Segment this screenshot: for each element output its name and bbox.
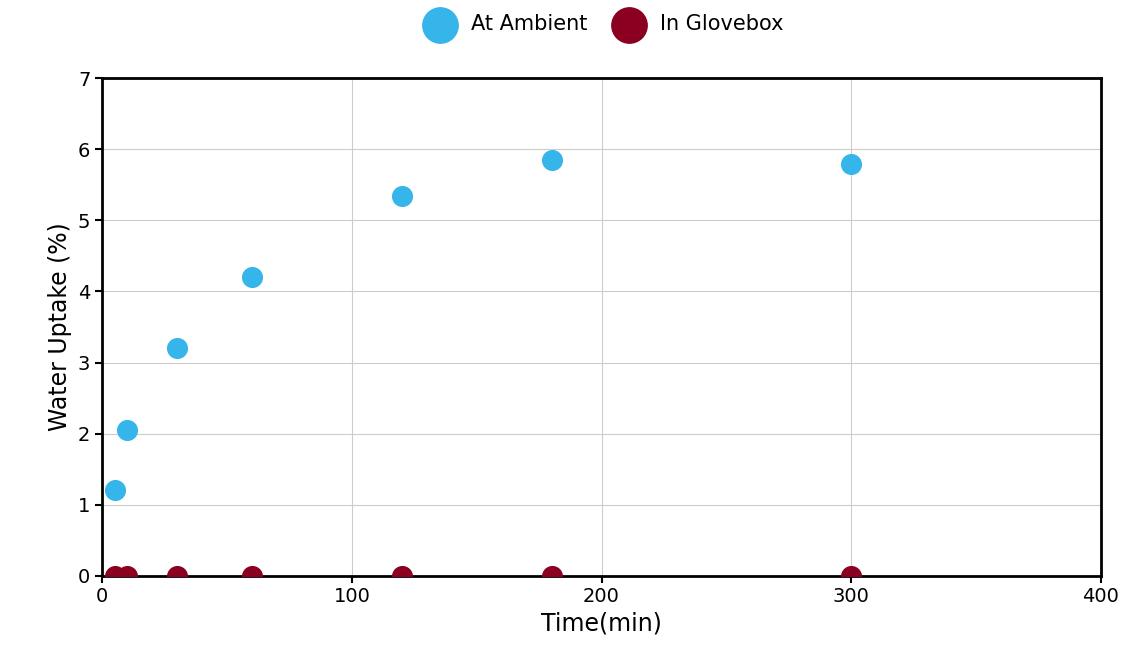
- In Glovebox: [243, 570, 261, 581]
- At Ambient: [842, 158, 860, 169]
- At Ambient: [168, 343, 186, 354]
- At Ambient: [393, 190, 411, 201]
- At Ambient: [106, 485, 124, 496]
- Y-axis label: Water Uptake (%): Water Uptake (%): [49, 222, 73, 432]
- In Glovebox: [106, 570, 124, 581]
- In Glovebox: [118, 570, 136, 581]
- At Ambient: [243, 272, 261, 283]
- At Ambient: [543, 155, 561, 165]
- In Glovebox: [543, 570, 561, 581]
- In Glovebox: [168, 570, 186, 581]
- In Glovebox: [393, 570, 411, 581]
- At Ambient: [118, 424, 136, 435]
- In Glovebox: [842, 570, 860, 581]
- X-axis label: Time(min): Time(min): [541, 612, 662, 636]
- Legend: At Ambient, In Glovebox: At Ambient, In Glovebox: [419, 14, 784, 35]
